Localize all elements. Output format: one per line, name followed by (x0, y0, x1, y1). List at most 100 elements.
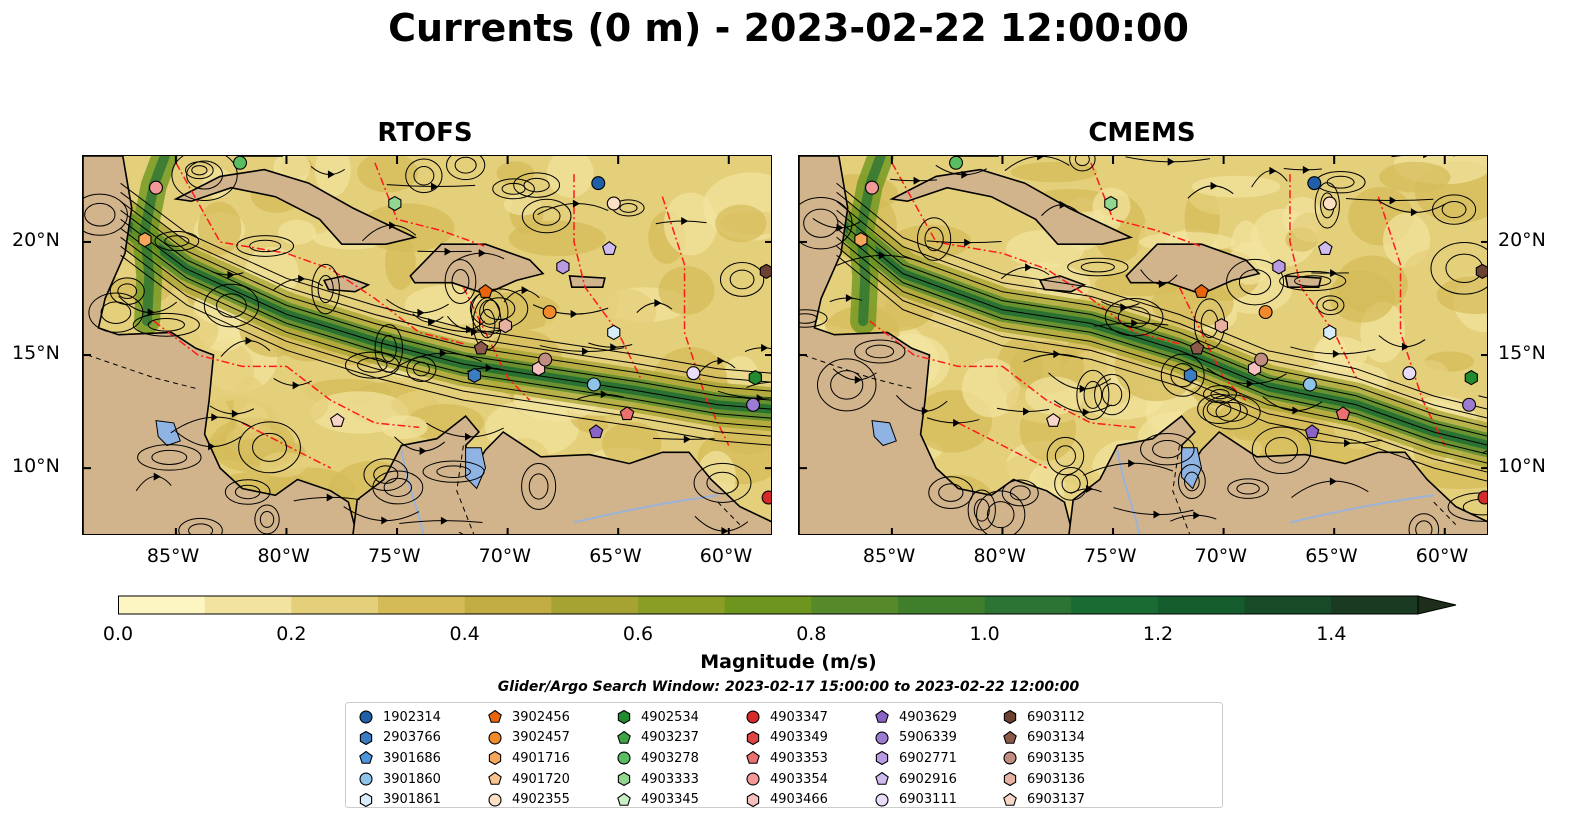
legend-label: 4903278 (641, 750, 699, 766)
float-marker-4903347[interactable] (1477, 490, 1488, 505)
legend-item: 3902457 (487, 728, 570, 749)
legend-item: 6902771 (874, 748, 957, 769)
float-marker-3901861[interactable] (1323, 324, 1337, 341)
legend: 1902314 2903766 3901686 3901860 3901861 39024… (345, 702, 1223, 808)
float-marker-2903766[interactable] (1183, 367, 1198, 384)
float-marker-3902456[interactable] (1194, 284, 1209, 298)
pentagon-marker-icon (875, 710, 889, 724)
map-panel-cmems[interactable] (798, 155, 1488, 535)
legend-item: 1902314 (358, 707, 441, 728)
float-marker-1902314[interactable] (1307, 176, 1322, 191)
lon-tick-label: 85°W (146, 545, 200, 567)
float-marker-4902355[interactable] (606, 196, 621, 211)
legend-marker-3902456 (488, 710, 502, 724)
panel-title-rtofs: RTOFS (377, 118, 473, 148)
float-marker-3902457[interactable] (542, 305, 557, 320)
legend-label: 3901686 (383, 750, 441, 766)
float-marker-3901860[interactable] (586, 377, 601, 392)
pentagon-marker-icon (875, 771, 889, 785)
float-marker-6903111[interactable] (686, 366, 701, 381)
legend-marker-6903137 (1003, 792, 1017, 806)
hexagon-marker-icon (359, 730, 373, 746)
float-marker-3902457[interactable] (1258, 305, 1273, 320)
lon-tick-label: 70°W (478, 545, 532, 567)
legend-item: 6902916 (874, 769, 957, 790)
legend-label: 6902771 (899, 750, 957, 766)
float-marker-6903135[interactable] (1254, 352, 1269, 367)
float-marker-4903278[interactable] (949, 156, 964, 170)
float-marker-3902456[interactable] (478, 284, 493, 298)
float-marker-6903112[interactable] (1475, 263, 1488, 279)
float-marker-4903354[interactable] (864, 180, 879, 195)
lake-polygon (155, 420, 181, 447)
legend-label: 4902534 (641, 709, 699, 725)
land-polygon (889, 168, 1134, 245)
colorbar-segment (1071, 596, 1159, 614)
float-marker-6903136[interactable] (1214, 318, 1229, 334)
legend-column: 3902456 3902457 4901716 4901720 4902355 (487, 707, 570, 810)
legend-column: 4902534 4903237 4903278 4903333 4903345 (616, 707, 699, 810)
float-marker-4903353[interactable] (619, 406, 635, 421)
float-marker-4902355[interactable] (1322, 196, 1337, 211)
float-marker-4902534[interactable] (748, 370, 762, 386)
hexagon-marker-icon (875, 751, 889, 766)
legend-marker-3901860 (359, 772, 373, 786)
legend-marker-4902355 (488, 793, 502, 807)
float-marker-6902771[interactable] (556, 259, 570, 275)
legend-marker-4903333 (617, 771, 631, 787)
legend-label: 4903353 (770, 750, 828, 766)
float-marker-4902534[interactable] (1464, 370, 1478, 386)
hexagon-marker-icon (746, 730, 760, 746)
legend-marker-6903135 (1003, 751, 1017, 766)
float-marker-4903333[interactable] (388, 195, 402, 212)
float-marker-6902916[interactable] (1318, 241, 1333, 255)
lake-polygon (871, 420, 897, 447)
legend-label: 4903333 (641, 771, 699, 787)
float-marker-4901716[interactable] (138, 232, 152, 248)
float-marker-4903347[interactable] (761, 490, 772, 505)
float-marker-4903333[interactable] (1104, 195, 1118, 212)
float-marker-6903112[interactable] (759, 263, 772, 279)
float-marker-6903137[interactable] (1046, 412, 1061, 427)
float-marker-4903354[interactable] (148, 180, 163, 195)
pentagon-marker-icon (1003, 730, 1017, 744)
float-marker-6902916[interactable] (602, 241, 617, 255)
float-marker-3901861[interactable] (607, 324, 621, 341)
float-marker-6903137[interactable] (330, 412, 345, 427)
map-panel-rtofs[interactable] (82, 155, 772, 535)
float-marker-6903135[interactable] (538, 352, 553, 367)
colorbar-tick-label: 0.6 (622, 623, 654, 645)
float-marker-1902314[interactable] (591, 176, 606, 191)
float-marker-3901860[interactable] (1302, 377, 1317, 392)
float-marker-4903278[interactable] (233, 156, 248, 170)
float-marker-4901716[interactable] (854, 232, 868, 248)
float-marker-5906339[interactable] (746, 397, 761, 412)
float-marker-5906339[interactable] (1462, 397, 1477, 412)
legend-item: 4903278 (616, 748, 699, 769)
float-marker-4903629[interactable] (1304, 424, 1320, 439)
streamlines (799, 156, 1487, 534)
map-canvas[interactable] (83, 156, 772, 535)
float-marker-6903136[interactable] (498, 318, 513, 334)
circle-marker-icon (359, 772, 373, 786)
legend-item: 4902534 (616, 707, 699, 728)
land-polygon (83, 156, 358, 534)
float-marker-6903111[interactable] (1402, 366, 1417, 381)
float-marker-4903629[interactable] (588, 424, 604, 439)
lon-tick-label: 60°W (1415, 545, 1469, 567)
legend-item: 4903629 (874, 707, 957, 728)
float-marker-6903134[interactable] (473, 340, 489, 355)
map-canvas[interactable] (799, 156, 1488, 535)
legend-marker-4901716 (488, 751, 502, 766)
float-marker-2903766[interactable] (467, 367, 482, 384)
circle-marker-icon (359, 710, 373, 724)
colorbar-segment (898, 596, 986, 614)
circle-marker-icon (875, 731, 889, 745)
float-marker-4903353[interactable] (1335, 406, 1351, 421)
circle-marker-icon (488, 793, 502, 807)
legend-marker-4903237 (617, 730, 631, 744)
legend-marker-4903466 (746, 792, 760, 807)
float-marker-6903134[interactable] (1189, 340, 1205, 355)
float-marker-6902771[interactable] (1272, 259, 1286, 275)
legend-marker-4903353 (746, 751, 760, 765)
